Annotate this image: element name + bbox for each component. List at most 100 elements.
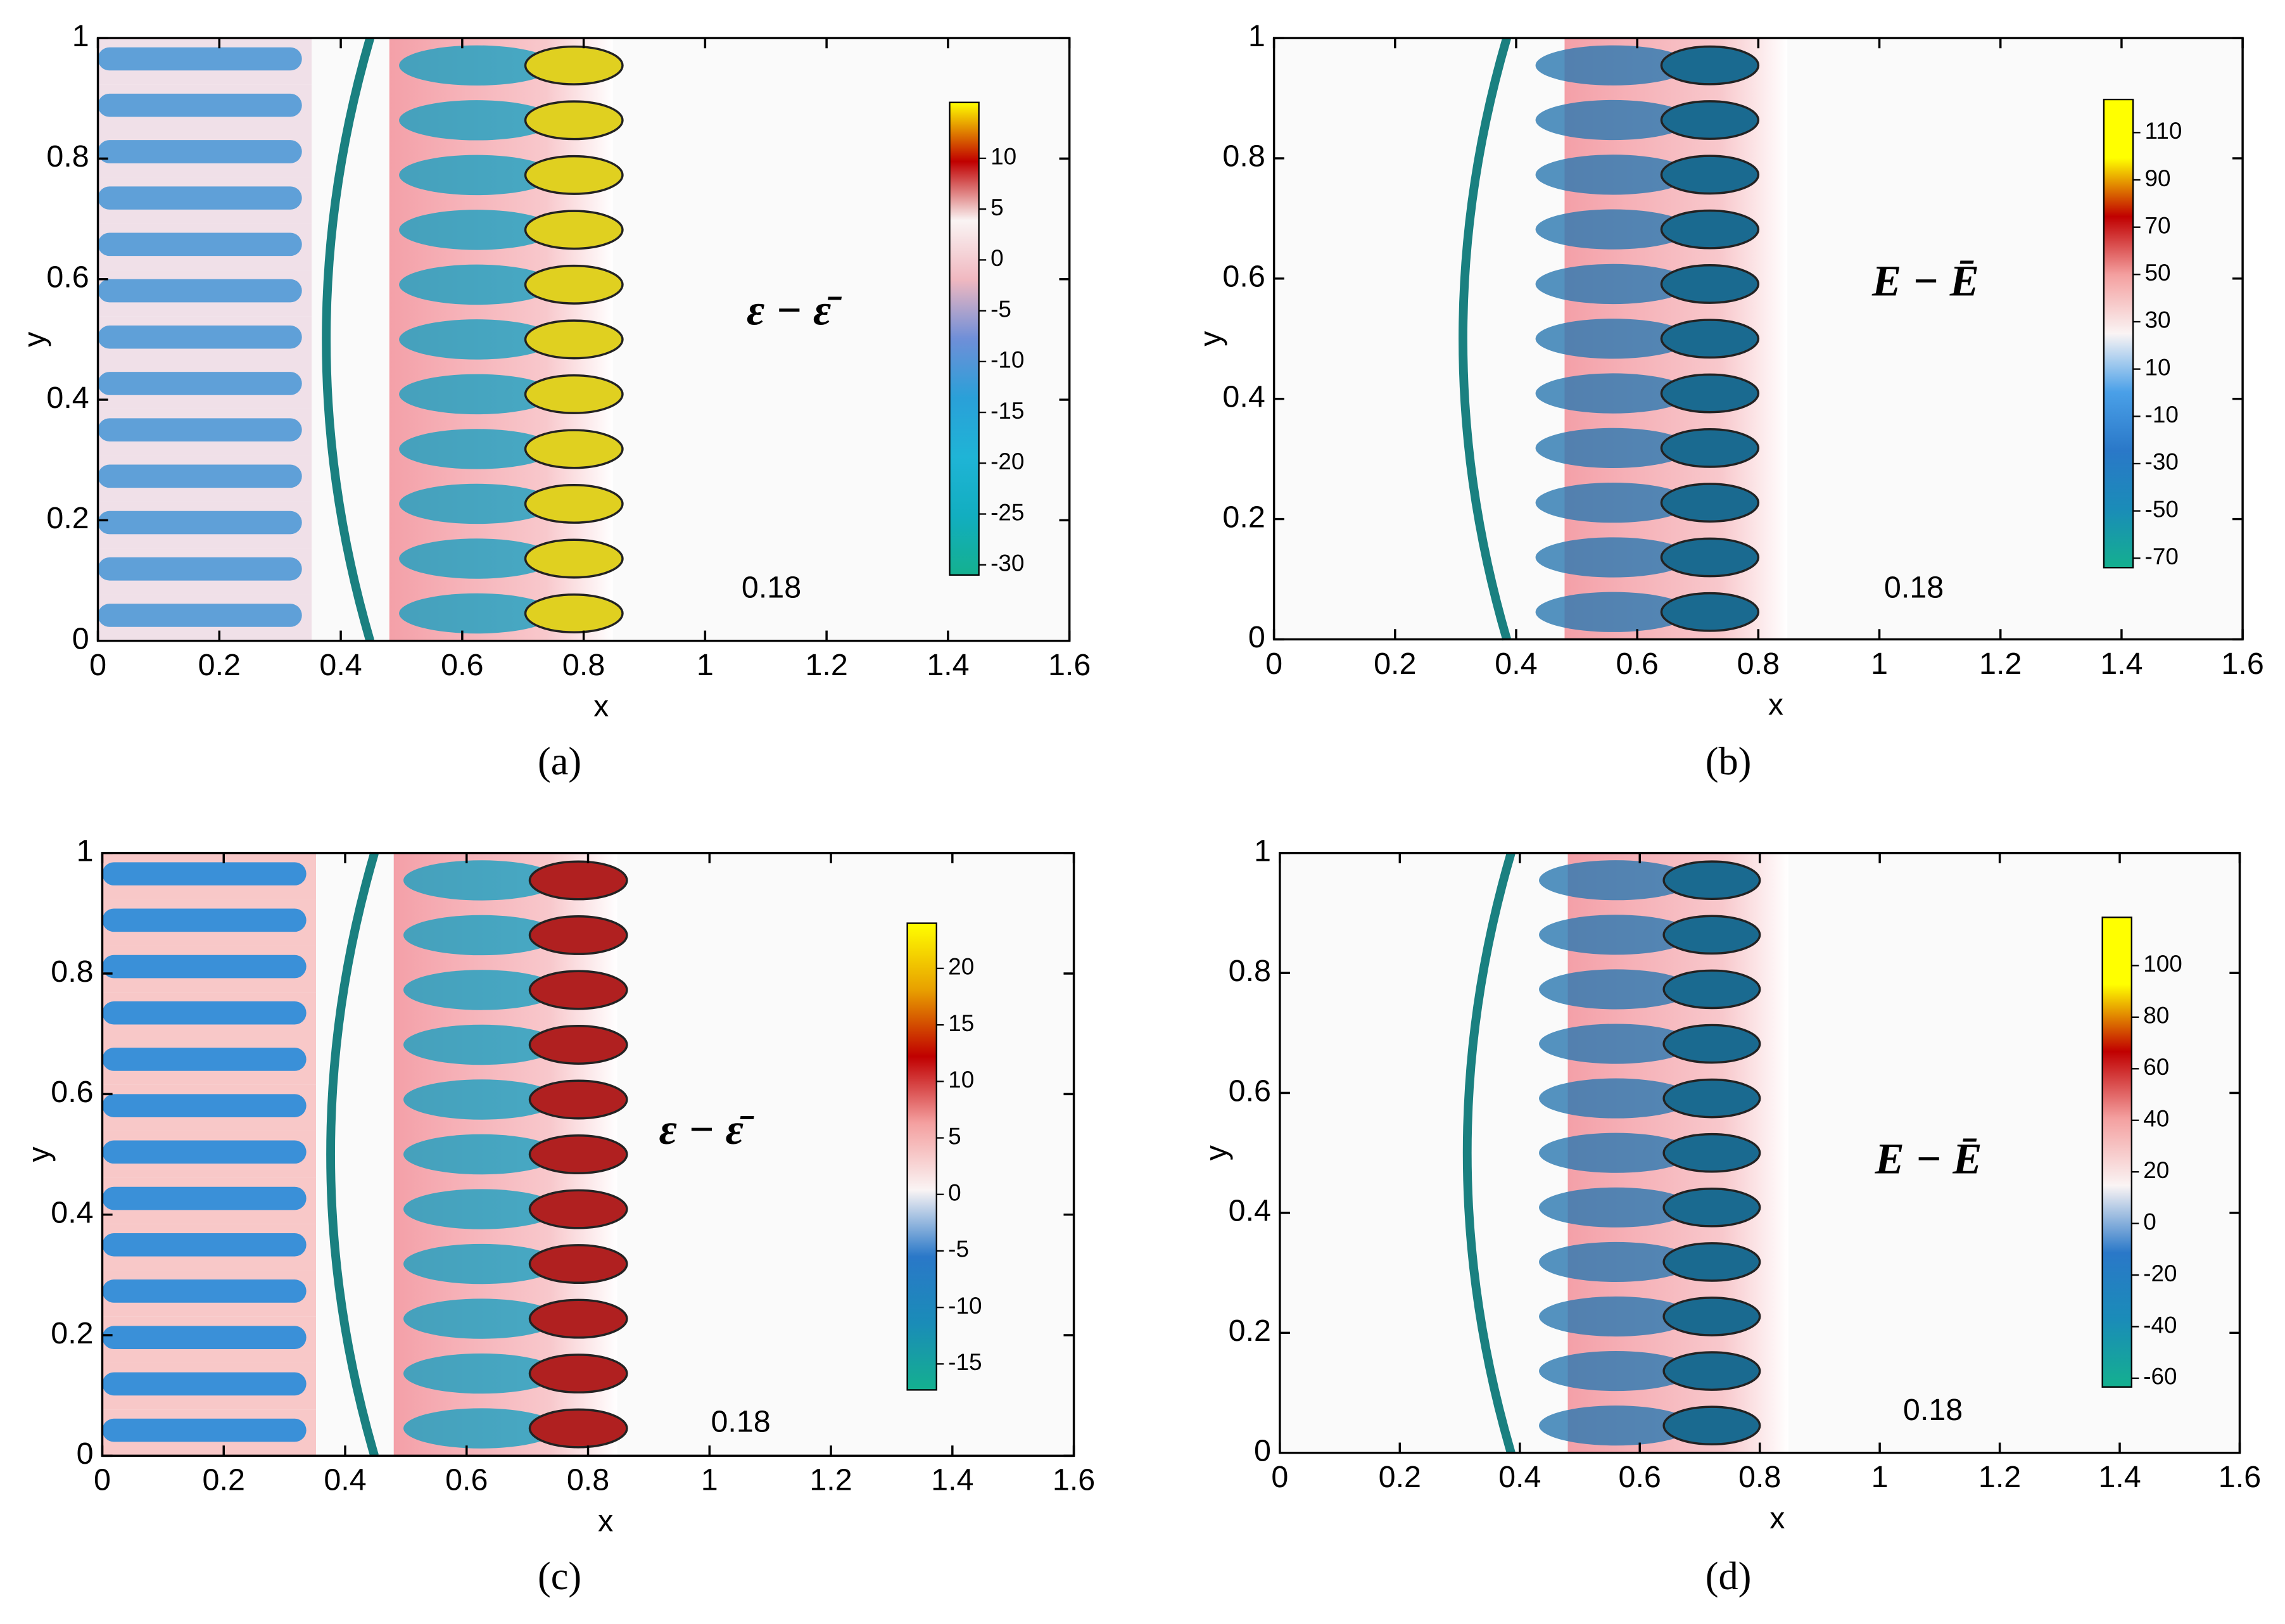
field-decoration [1535,155,1691,195]
field-decoration [1660,373,1760,414]
field-decoration [98,47,302,71]
panel-title: ε − ε̄ [659,1105,754,1153]
y-tick-label: 0.8 [46,139,89,174]
x-axis-label: x [1769,1501,1785,1535]
field-decoration [399,483,555,524]
colorbar [2103,98,2134,569]
field-decoration [102,1233,307,1257]
field-decoration [102,1048,307,1071]
field-decoration [1662,969,1761,1010]
field-decoration [1660,483,1760,523]
x-tick-label: 0.4 [319,648,362,682]
field-decoration [1535,45,1691,86]
field-decoration [102,1094,307,1117]
colorbar-tick-label: -70 [2145,543,2179,569]
x-tick-label: 1.6 [2221,647,2263,681]
field-decoration [1459,37,1511,641]
field-decoration [1539,915,1693,955]
field-decoration [1660,537,1760,578]
field-decoration [524,483,624,524]
y-tick-label: 1 [72,19,89,53]
field-decoration [399,593,555,634]
field-decoration [403,860,559,901]
y-tick-label: 0 [77,1437,94,1471]
y-tick-label: 0.6 [1229,1074,1271,1108]
colorbar-tick-label: 5 [948,1123,961,1149]
field-decoration [98,418,302,441]
colorbar [2101,917,2132,1388]
colorbar-tick-label: 15 [948,1010,974,1036]
field-decoration [102,1001,307,1025]
field-decoration [399,264,555,305]
y-tick-label: 1 [77,834,94,868]
field-decoration [98,186,302,210]
x-tick-label: 0.8 [1737,647,1780,681]
colorbar-tick-label: -15 [948,1349,982,1375]
colorbar-tick-label: 50 [2145,260,2171,286]
field-decoration [403,915,559,956]
field-decoration [524,319,624,360]
y-axis-label: y [22,1146,56,1162]
field-decoration [326,851,379,1457]
field-decoration [1535,592,1691,632]
time-annotation: 0.18 [742,571,801,605]
x-tick-label: 0 [1271,1460,1288,1494]
field-decoration [98,604,302,627]
field-decoration [528,970,628,1010]
field-decoration [102,1372,307,1396]
field-decoration [1662,915,1761,955]
field-decoration [1662,1132,1761,1173]
field-decoration [524,45,624,86]
colorbar-tick-label: -30 [2145,449,2179,475]
y-axis-label: y [17,331,51,347]
colorbar-tick-label: -25 [991,499,1024,525]
colorbar-tick-label: 90 [2145,165,2171,191]
panel-caption: (c) [538,1554,581,1598]
colorbar-tick-label: -10 [2145,402,2179,428]
colorbar-tick-label: -10 [991,347,1024,373]
field-decoration [524,538,624,579]
panel-caption: (d) [1706,1554,1752,1598]
field-decoration [98,557,302,581]
field-decoration [1462,851,1516,1454]
field-decoration [524,264,624,305]
y-tick-label: 1 [1254,834,1271,868]
field-decoration [1535,537,1691,578]
field-decoration [1662,1078,1761,1119]
field-decoration [1539,1078,1693,1119]
field-decoration [403,1243,559,1285]
x-tick-label: 1 [697,648,714,682]
field-decoration [524,155,624,195]
field-decoration [98,325,302,349]
field-decoration [1539,1351,1693,1392]
y-tick-label: 0.8 [1222,139,1265,174]
panel-caption: (a) [538,739,581,783]
y-tick-label: 0.6 [51,1075,93,1109]
colorbar-tick-label: 10 [948,1067,974,1093]
colorbar-tick-label: 20 [948,954,974,980]
x-tick-label: 0.2 [203,1463,245,1497]
x-axis-label: x [598,1504,613,1538]
field-decoration [1662,860,1761,901]
field-decoration [1660,319,1760,359]
field-decoration [403,1353,559,1394]
x-axis-label: x [1768,687,1783,721]
y-tick-label: 0.6 [46,260,89,295]
y-tick-label: 0.4 [51,1195,93,1229]
field-decoration [1660,209,1760,250]
panel-title: E − Ē [1875,1134,1982,1183]
field-decoration [102,1418,307,1442]
field-decoration [1539,860,1693,901]
y-tick-label: 0.6 [1222,260,1265,294]
field-decoration [102,908,307,932]
field-decoration [528,1298,628,1339]
x-tick-label: 1.4 [927,648,969,682]
y-tick-label: 0 [1254,1434,1271,1468]
x-tick-label: 1.2 [1978,1460,2021,1494]
field-decoration [403,1079,559,1120]
field-decoration [98,93,302,117]
x-tick-label: 1.4 [2098,1460,2141,1494]
colorbar-tick-label: 100 [2143,951,2182,977]
x-tick-label: 1.2 [809,1463,852,1497]
